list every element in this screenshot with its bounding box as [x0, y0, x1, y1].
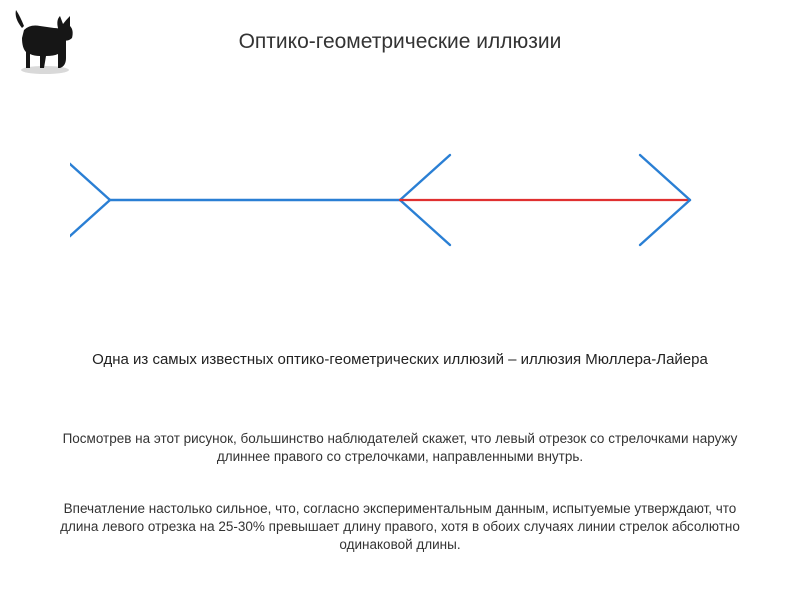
page-title: Оптико-геометрические иллюзии: [0, 30, 800, 54]
subtitle-text: Одна из самых известных оптико-геометрич…: [80, 350, 720, 370]
muller-lyer-figure: [70, 130, 730, 270]
body-paragraph-2: Впечатление настолько сильное, что, согл…: [50, 500, 750, 555]
body-paragraph-1: Посмотрев на этот рисунок, большинство н…: [50, 430, 750, 466]
